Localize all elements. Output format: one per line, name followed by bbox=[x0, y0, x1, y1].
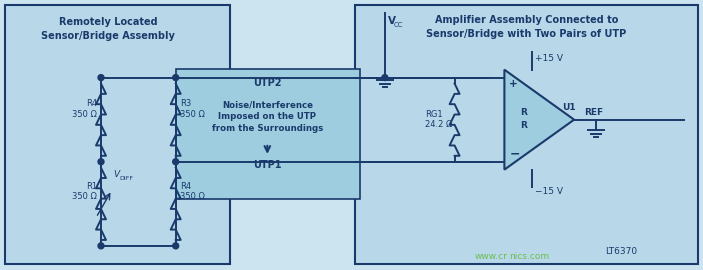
Text: R3
350 Ω: R3 350 Ω bbox=[180, 99, 205, 119]
Bar bbox=[6, 5, 231, 264]
Text: R1
350 Ω: R1 350 Ω bbox=[72, 181, 97, 201]
Bar bbox=[355, 5, 697, 264]
Text: R4
350 Ω: R4 350 Ω bbox=[72, 99, 97, 119]
Text: +15 V: +15 V bbox=[535, 54, 563, 63]
Text: www.cr: www.cr bbox=[475, 252, 508, 261]
Text: Noise/Interference
Imposed on the UTP
from the Surroundings: Noise/Interference Imposed on the UTP fr… bbox=[212, 100, 323, 133]
Circle shape bbox=[98, 75, 104, 80]
Text: DIFF: DIFF bbox=[119, 176, 133, 181]
Text: R: R bbox=[520, 121, 527, 130]
Polygon shape bbox=[504, 70, 574, 170]
Circle shape bbox=[98, 159, 104, 165]
Text: +: + bbox=[510, 79, 518, 89]
Text: nics.com: nics.com bbox=[510, 252, 550, 261]
Text: −15 V: −15 V bbox=[535, 187, 563, 197]
Bar bbox=[176, 69, 360, 199]
Text: LT6370: LT6370 bbox=[605, 247, 637, 256]
Text: U1: U1 bbox=[562, 103, 576, 112]
Text: −: − bbox=[510, 148, 520, 161]
Text: V: V bbox=[388, 16, 396, 26]
Text: Remotely Located
Sensor/Bridge Assembly: Remotely Located Sensor/Bridge Assembly bbox=[41, 17, 175, 41]
Text: R4
350 Ω: R4 350 Ω bbox=[180, 181, 205, 201]
Text: V: V bbox=[113, 170, 119, 179]
Text: REF: REF bbox=[584, 108, 603, 117]
Circle shape bbox=[173, 243, 179, 249]
Circle shape bbox=[98, 243, 104, 249]
Text: RG1
24.2 Ω: RG1 24.2 Ω bbox=[425, 110, 452, 129]
Circle shape bbox=[173, 159, 179, 165]
Text: CC: CC bbox=[394, 22, 404, 28]
Text: UTP1: UTP1 bbox=[253, 160, 282, 170]
Circle shape bbox=[382, 75, 388, 80]
Circle shape bbox=[173, 75, 179, 80]
Text: Amplifier Assembly Connected to
Sensor/Bridge with Two Pairs of UTP: Amplifier Assembly Connected to Sensor/B… bbox=[426, 15, 626, 39]
Text: UTP2: UTP2 bbox=[253, 77, 282, 87]
Text: R: R bbox=[520, 108, 527, 117]
